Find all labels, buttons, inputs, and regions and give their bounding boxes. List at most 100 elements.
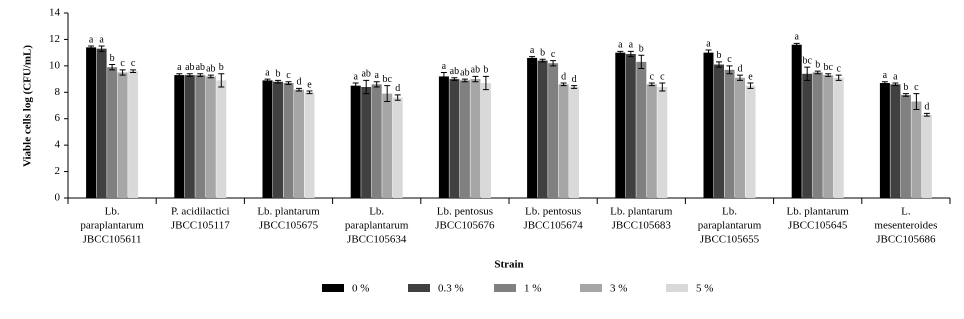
error-bar [363,79,370,95]
significance-letter: bc [823,62,833,73]
error-bar [529,56,536,60]
bar [184,75,195,198]
error-bar [218,73,225,88]
error-bar [285,81,292,85]
bar [459,80,470,198]
bar [371,84,382,198]
error-bar [571,85,578,89]
significance-letter: d [572,74,577,85]
bar [438,76,449,198]
bar [900,94,911,198]
significance-letter: a [629,40,634,51]
bar [382,93,393,198]
error-bar [88,45,95,50]
bar [703,52,714,199]
bar [128,71,139,198]
y-tick-label: 8 [55,86,61,98]
error-bar [716,61,722,68]
significance-letter: c [914,82,919,93]
x-tick-label: mesenteroides [874,220,937,232]
bar [283,83,294,198]
bar [262,80,273,198]
x-tick-label: JBCC105675 [259,220,319,232]
bar [921,114,932,198]
bar [890,84,901,198]
x-tick-label: L. [901,206,911,218]
x-tick-label: Lb. [105,206,120,218]
bar [879,83,890,198]
error-bar [451,77,458,81]
error-bar [98,45,105,52]
x-tick-label: paraplantarum [698,220,762,232]
error-bar [264,78,271,83]
significance-letter: e [307,79,312,90]
bar [470,79,481,198]
significance-letter: b [815,59,820,70]
bar [537,60,548,199]
significance-letter: d [924,102,929,113]
bar [216,80,227,198]
significance-letter: a [177,62,182,73]
x-tick-label: JBCC105117 [171,220,230,232]
error-bar [197,73,204,77]
bar [350,85,361,198]
significance-letter: ab [206,63,215,74]
error-bar [659,82,666,92]
x-tick-label: JBCC105676 [435,220,495,232]
significance-letter: ab [361,69,370,80]
significance-letter: e [748,71,753,82]
significance-letter: c [836,63,841,74]
bar [812,72,823,198]
significance-letter: ab [196,62,205,73]
x-tick-label: Lb. plantarum [610,206,673,218]
significance-letter: a [353,71,358,82]
error-bar [648,82,655,87]
error-bar [186,73,193,77]
error-bar [394,94,401,101]
significance-letter: ab [471,65,480,76]
legend-swatch [408,284,430,292]
y-tick-label: 2 [55,165,61,177]
significance-letter: c [551,49,556,60]
bar [480,83,491,198]
significance-letter: b [903,82,908,93]
bar [724,69,735,198]
error-bar [482,75,489,91]
legend-swatch [580,284,602,292]
y-tick-label: 0 [55,192,61,204]
x-tick-label: Lb. [722,206,737,218]
bar [735,77,745,198]
y-tick-label: 14 [49,7,61,19]
x-tick-label: Lb. pentosus [525,206,581,218]
bar [392,97,403,198]
significance-letter: a [530,45,535,56]
x-tick-label: paraplantarum [345,220,409,232]
error-bar [384,85,391,103]
significance-letter: d [395,83,400,94]
significance-letter: b [110,53,115,64]
error-bar [207,74,214,79]
error-bar [705,49,712,56]
error-bar [109,64,116,71]
error-bar [825,73,832,77]
significance-letter: a [99,34,104,45]
bar [558,84,569,198]
significance-letter: ab [450,66,459,77]
bar [548,63,559,198]
significance-letter: d [561,71,566,82]
bar [273,81,283,198]
bar [911,101,922,198]
error-bar [119,69,126,76]
bar [823,75,834,198]
error-bar [550,60,557,67]
significance-letter: b [717,50,722,61]
significance-letter: a [374,70,379,81]
x-tick-label: JBCC105683 [612,220,672,232]
bar [294,89,304,198]
error-bar [440,71,447,81]
error-bar [747,82,754,89]
significance-letter: bc [382,74,392,85]
significance-letter: b [483,65,488,76]
error-bar [726,65,733,75]
